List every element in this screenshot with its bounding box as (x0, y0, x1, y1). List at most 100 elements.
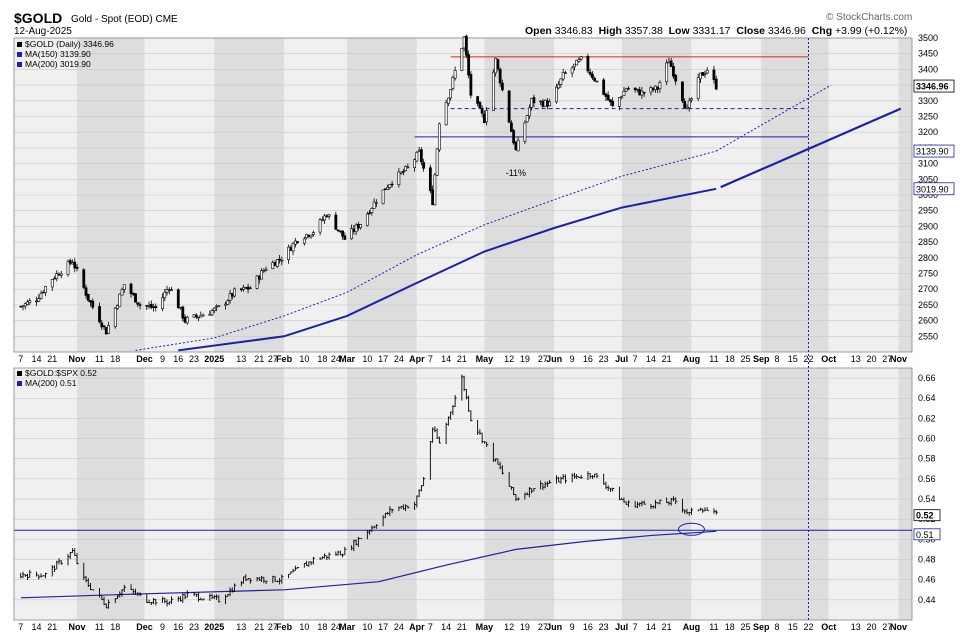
candle-body (311, 232, 315, 235)
candle-body (152, 306, 155, 309)
candle-body (525, 115, 529, 123)
candle-body (419, 149, 423, 163)
candle-body (26, 301, 29, 305)
candle-body (543, 100, 547, 107)
close-value: 3346.96 (767, 25, 806, 37)
candle-body (257, 276, 261, 280)
candle-body (163, 291, 167, 299)
candle-body (685, 107, 689, 110)
chart-description: Gold - Spot (EOD) CME (71, 14, 178, 25)
candle-body (658, 82, 662, 89)
copyright-link[interactable]: © StockCharts.com (826, 12, 913, 23)
x-tick-label: May (476, 622, 494, 632)
candle-body (57, 273, 61, 276)
candle-body (104, 327, 108, 335)
candle-body (469, 73, 473, 96)
candle-body (577, 59, 581, 62)
candle-body (433, 174, 437, 206)
candle-body (149, 304, 153, 308)
candle-body (35, 300, 38, 303)
x-tick-label: 24 (394, 354, 404, 364)
ma200-projection (720, 107, 902, 189)
candle-body (84, 287, 88, 296)
x-tick-label: 23 (189, 622, 199, 632)
ratio-ma200-line (20, 530, 717, 599)
candle-body (633, 87, 637, 91)
candle-body (327, 214, 331, 217)
candle-body (575, 60, 579, 66)
candle-body (136, 302, 140, 305)
candle-body (233, 288, 236, 297)
y-tick-label: 2550 (918, 331, 938, 341)
candle-body (530, 98, 534, 108)
candle-body (199, 315, 203, 318)
chg-value: +3.99 (+0.12%) (835, 25, 908, 37)
y-tick-label: 0.66 (918, 373, 936, 383)
candle-body (138, 304, 142, 306)
candle-body (75, 266, 79, 269)
legend-swatch (17, 371, 22, 376)
candle-body (113, 307, 117, 327)
candle-body (606, 94, 610, 101)
y-tick-label: 3200 (918, 127, 938, 137)
x-tick-label: Jun (546, 354, 562, 364)
x-tick-label: 16 (583, 622, 593, 632)
x-tick-label: 7 (18, 622, 23, 632)
y-tick-label: 0.46 (918, 575, 936, 585)
x-tick-label: 2025 (204, 354, 224, 364)
x-tick-label: 9 (160, 622, 165, 632)
candle-body (305, 233, 308, 239)
candle-body (179, 306, 182, 309)
candle-body (413, 159, 417, 168)
candle-body (368, 212, 371, 214)
candle-body (588, 71, 592, 75)
high-label: High (598, 25, 622, 37)
candle-body (356, 223, 360, 229)
candle-body (417, 149, 421, 152)
candle-body (507, 90, 511, 123)
candle-body (289, 247, 293, 251)
candle-body (449, 89, 453, 99)
candle-body (21, 305, 25, 307)
y-tick-label: 3100 (918, 159, 938, 169)
candle-body (323, 215, 326, 221)
candle-body (674, 74, 678, 82)
candle-body (620, 96, 624, 99)
x-tick-label: May (476, 354, 494, 364)
candle-body (307, 234, 311, 237)
candle-body (602, 79, 606, 95)
x-tick-label: Nov (69, 354, 86, 364)
y-tick-label: 3300 (918, 96, 938, 106)
candle-body (428, 167, 432, 191)
x-tick-label: 7 (428, 622, 433, 632)
candle-body (687, 100, 691, 108)
candle-body (248, 287, 252, 290)
x-tick-label: 21 (254, 354, 264, 364)
x-tick-label: Nov (890, 354, 907, 364)
candle-body (118, 293, 122, 307)
month-band (691, 368, 762, 620)
candle-body (296, 241, 299, 243)
x-tick-label: Mar (339, 622, 356, 632)
candle-body (586, 55, 590, 72)
x-tick-label: Aug (683, 622, 701, 632)
description-text: Gold - Spot (EOD) (71, 14, 153, 25)
candle-body (264, 268, 268, 271)
candle-body (555, 86, 558, 103)
candle-body (561, 72, 565, 80)
value-tag-label: 3139.90 (916, 147, 949, 157)
x-tick-label: 23 (599, 354, 609, 364)
y-tick-label: 0.62 (918, 413, 936, 423)
x-tick-label: 12 (504, 622, 514, 632)
candle-body (134, 293, 137, 303)
candle-body (512, 130, 516, 144)
x-tick-label: Apr (409, 622, 425, 632)
candle-body (278, 258, 281, 261)
candle-body (185, 317, 189, 324)
candle-body (460, 47, 464, 71)
candle-body (494, 57, 498, 74)
y-tick-label: 2700 (918, 284, 938, 294)
candle-body (293, 240, 297, 245)
chart-date: 12-Aug-2025 (14, 26, 72, 37)
